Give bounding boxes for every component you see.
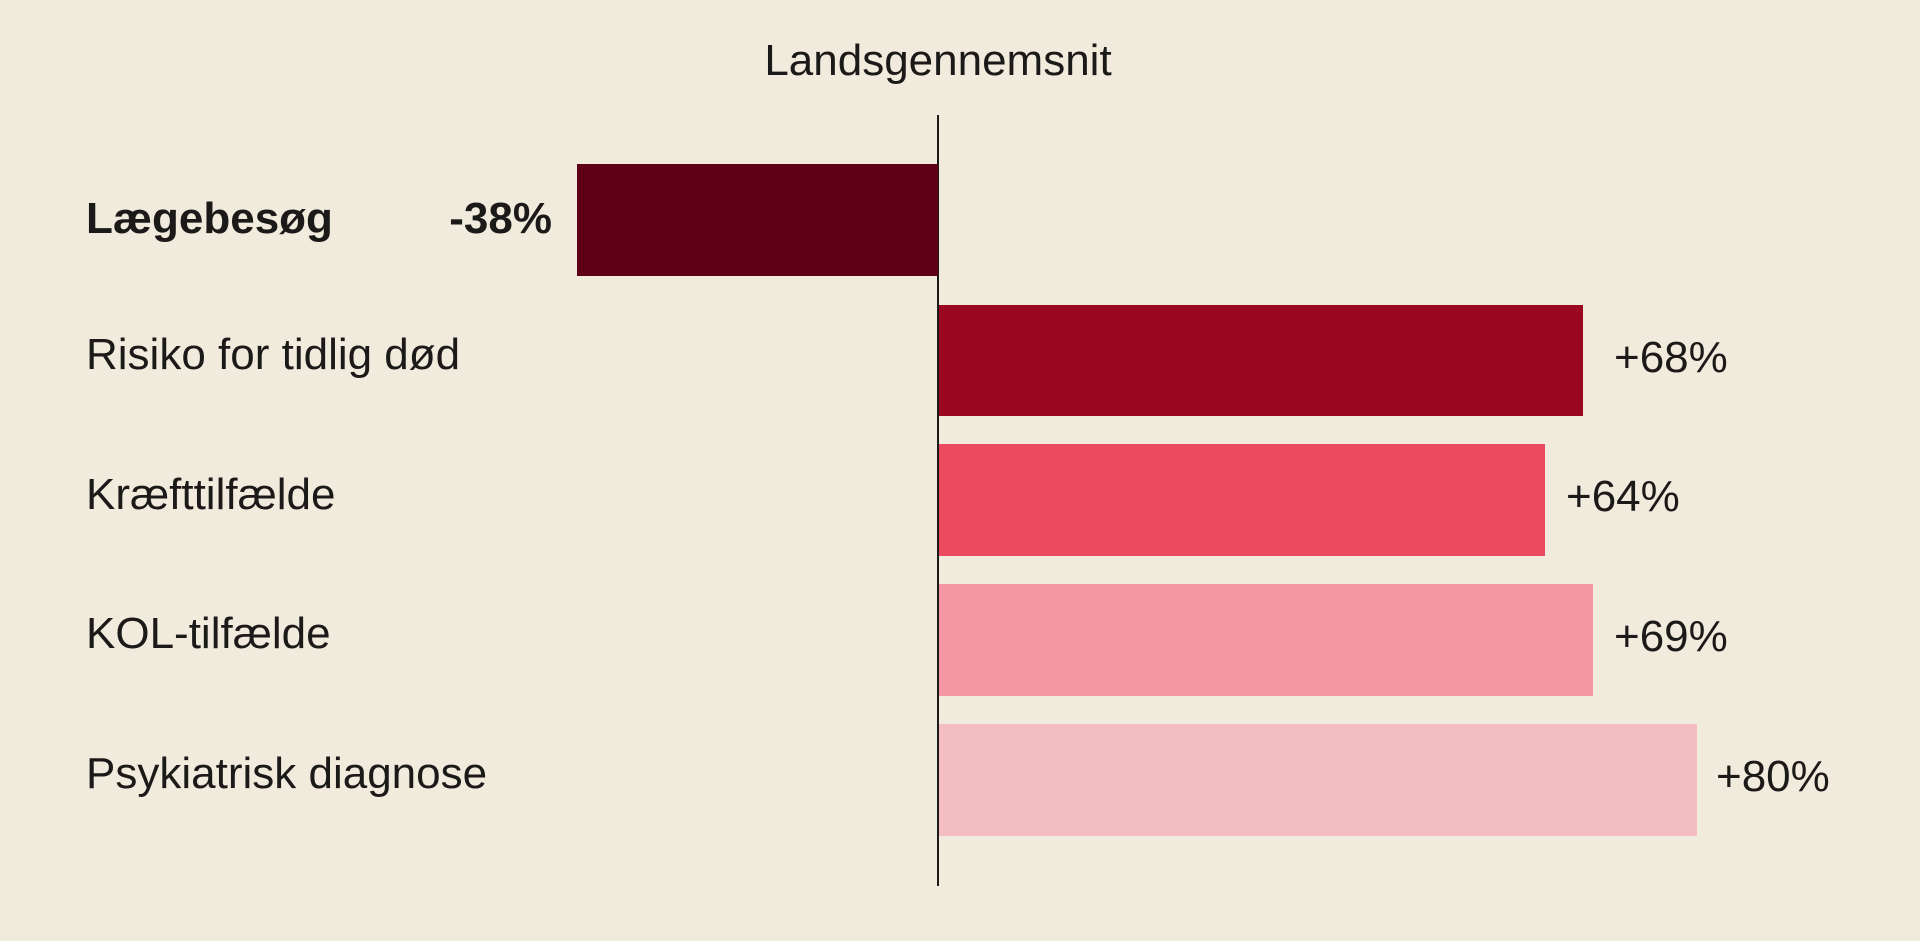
row-label: Risiko for tidlig død <box>86 330 461 379</box>
bar-laegebesoeg <box>577 164 938 276</box>
row-label: Psykiatrisk diagnose <box>86 749 488 798</box>
row-value: +68% <box>1614 333 1728 382</box>
row-label: Kræfttilfælde <box>86 470 336 519</box>
row-value: +64% <box>1566 472 1680 521</box>
axis-title-landsgennemsnit: Landsgennemsnit <box>764 36 1112 85</box>
row-label: Lægebesøg <box>86 194 333 243</box>
bar-risiko-tidlig-doed <box>939 305 1583 416</box>
bar-kraefttilfaelde <box>939 444 1545 556</box>
row-label: KOL-tilfælde <box>86 609 331 658</box>
row-value: +69% <box>1614 612 1728 661</box>
bar-kol-tilfaelde <box>939 584 1593 696</box>
baseline-axis-line <box>937 115 939 886</box>
bar-psykiatrisk-diagnose <box>939 724 1697 836</box>
row-value: +80% <box>1716 752 1830 801</box>
row-value: -38% <box>449 194 552 243</box>
